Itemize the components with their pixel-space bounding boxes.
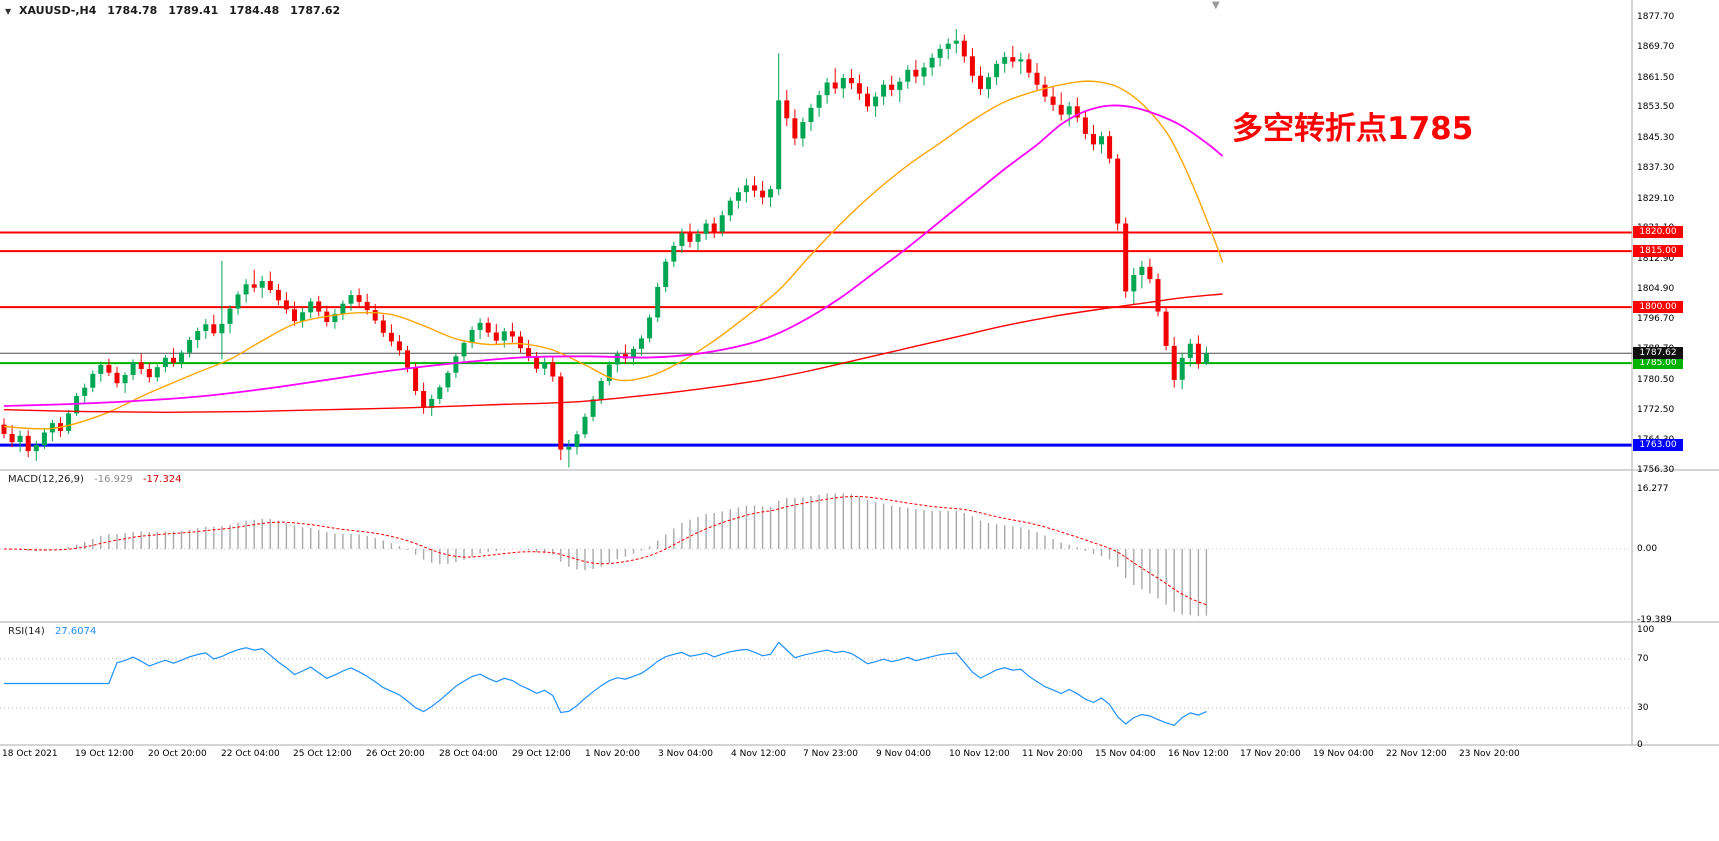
rsi-axis-label: 0 [1637, 740, 1643, 750]
moving-average-1 [3, 104, 1224, 407]
price-axis-label: 1812.90 [1637, 253, 1675, 264]
price-axis-label: 1756.30 [1637, 465, 1675, 476]
macd-axis-label: -19.389 [1637, 615, 1672, 626]
time-axis-label: 18 Oct 2021 [2, 749, 58, 759]
time-axis-label: 3 Nov 04:00 [658, 749, 713, 759]
time-axis-label: 25 Oct 12:00 [293, 749, 352, 759]
time-axis[interactable]: 18 Oct 2021 19 Oct 12:00 20 Oct 20:00 22 Oc… [0, 745, 1719, 767]
time-axis-label: 16 Nov 12:00 [1168, 749, 1229, 759]
time-axis-label: 1 Nov 20:00 [585, 749, 640, 759]
price-axis-label: 1845.30 [1637, 133, 1675, 144]
time-axis-label: 22 Oct 04:00 [221, 749, 280, 759]
low-value: 1784.48 [229, 4, 280, 17]
moving-average-2 [3, 293, 1223, 414]
symbol-dropdown-icon[interactable]: ▼ [5, 7, 12, 16]
rsi-axis-label: 100 [1637, 625, 1655, 635]
price-badge-1763.00: 1763.00 [1633, 439, 1683, 451]
time-axis-label: 19 Oct 12:00 [75, 749, 134, 759]
time-axis-label: 15 Nov 04:00 [1095, 749, 1156, 759]
price-axis-label: 1796.70 [1637, 314, 1675, 325]
chart-title: ▼ XAUUSD-,H4 1784.78 1789.41 1784.48 178… [5, 4, 340, 17]
time-axis-label: 7 Nov 23:00 [803, 749, 858, 759]
rsi-line [4, 641, 1207, 726]
open-value: 1784.78 [107, 4, 158, 17]
time-axis-label: 23 Nov 20:00 [1459, 749, 1520, 759]
price-axis-label: 1853.50 [1637, 102, 1675, 113]
rsi-axis-label: 70 [1637, 653, 1649, 664]
rsi-indicator-label: RSI(14) 27.6074 [8, 626, 96, 637]
time-axis-label: 19 Nov 04:00 [1313, 749, 1374, 759]
price-badge-1815.00: 1815.00 [1633, 245, 1683, 257]
price-axis[interactable]: 1877.70 1869.70 1861.50 1853.50 1845.30 1837.… [1632, 0, 1719, 750]
rsi-name: RSI(14) [8, 626, 45, 637]
price-axis-label: 1869.70 [1637, 42, 1675, 52]
price-badge-1800.00: 1800.00 [1633, 301, 1683, 313]
time-axis-label: 10 Nov 12:00 [949, 749, 1010, 759]
price-axis-label: 1780.50 [1637, 374, 1675, 385]
candlesticks[interactable] [1, 29, 1209, 468]
rsi-axis-label: 30 [1637, 703, 1649, 714]
price-axis-label: 1772.50 [1637, 404, 1675, 415]
time-axis-label: 17 Nov 20:00 [1240, 749, 1301, 759]
price-axis-label: 1877.70 [1637, 12, 1675, 23]
macd-indicator-label: MACD(12,26,9) -16.929 -17.324 [8, 474, 182, 485]
price-axis-label: 1804.90 [1637, 283, 1675, 294]
macd-histogram [11, 493, 1208, 617]
macd-signal-value: -17.324 [142, 474, 182, 485]
chart-shift-marker-icon[interactable]: ▼ [1212, 0, 1220, 11]
price-axis-label: 1861.50 [1637, 72, 1675, 83]
macd-axis-label: 0.00 [1637, 544, 1658, 554]
time-axis-label: 22 Nov 12:00 [1386, 749, 1447, 759]
macd-axis-label: 16.277 [1637, 484, 1669, 495]
time-axis-label: 28 Oct 04:00 [439, 749, 498, 759]
rsi-value: 27.6074 [54, 626, 97, 637]
time-axis-label: 26 Oct 20:00 [366, 749, 425, 759]
time-axis-label: 11 Nov 20:00 [1022, 749, 1083, 759]
macd-main-value: -16.929 [94, 474, 133, 485]
macd-signal-line [3, 495, 1207, 606]
high-value: 1789.41 [168, 4, 219, 17]
symbol-period-label: XAUUSD-,H4 [19, 4, 97, 17]
annotation-text: 多空转折点1785 [1232, 111, 1474, 147]
time-axis-label: 20 Oct 20:00 [148, 749, 207, 759]
price-badge-1820.00: 1820.00 [1633, 226, 1683, 238]
time-axis-label: 4 Nov 12:00 [731, 749, 786, 759]
macd-name: MACD(12,26,9) [8, 474, 84, 485]
close-value: 1787.62 [290, 4, 341, 17]
current-price-badge: 1787.62 [1633, 347, 1683, 359]
time-axis-label: 9 Nov 04:00 [876, 749, 931, 759]
price-axis-label: 1829.10 [1637, 193, 1675, 204]
moving-average-0 [3, 80, 1224, 430]
price-axis-label: 1837.30 [1637, 162, 1675, 173]
price-badge-1785.00: 1785.00 [1633, 357, 1683, 369]
time-axis-label: 29 Oct 12:00 [512, 749, 571, 759]
